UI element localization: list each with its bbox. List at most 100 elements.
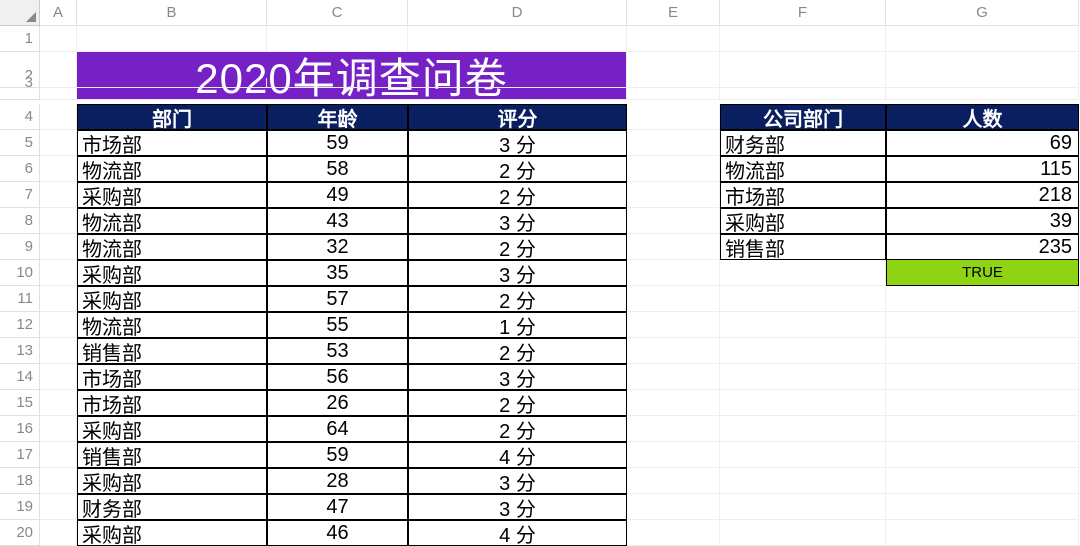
survey-dept-2[interactable]: 采购部 (77, 182, 267, 208)
survey-dept-4[interactable]: 物流部 (77, 234, 267, 260)
summary-count-0[interactable]: 69 (886, 130, 1079, 156)
survey-dept-0[interactable]: 市场部 (77, 130, 267, 156)
select-all-corner[interactable] (0, 0, 40, 26)
cell-E17[interactable] (627, 442, 720, 468)
summary-count-4[interactable]: 235 (886, 234, 1079, 260)
cell-E10[interactable] (627, 260, 720, 286)
cell-A6[interactable] (40, 156, 77, 182)
cell-A20[interactable] (40, 520, 77, 546)
survey-age-12[interactable]: 59 (267, 442, 408, 468)
cell-G1[interactable] (886, 26, 1079, 52)
survey-age-0[interactable]: 59 (267, 130, 408, 156)
col-header-G[interactable]: G (886, 0, 1079, 26)
survey-score-11[interactable]: 2 分 (408, 416, 627, 442)
row-header-13[interactable]: 13 (0, 338, 40, 364)
row-header-20[interactable]: 20 (0, 520, 40, 546)
survey-dept-5[interactable]: 采购部 (77, 260, 267, 286)
row-header-8[interactable]: 8 (0, 208, 40, 234)
cell-A8[interactable] (40, 208, 77, 234)
row-header-6[interactable]: 6 (0, 156, 40, 182)
summary-dept-3[interactable]: 采购部 (720, 208, 886, 234)
row-header-10[interactable]: 10 (0, 260, 40, 286)
cell-C3[interactable] (267, 78, 408, 88)
survey-dept-7[interactable]: 物流部 (77, 312, 267, 338)
cell-E9[interactable] (627, 234, 720, 260)
col-header-E[interactable]: E (627, 0, 720, 26)
cell-F20[interactable] (720, 520, 886, 546)
summary-count-1[interactable]: 115 (886, 156, 1079, 182)
cell-G3[interactable] (886, 78, 1079, 88)
row-header-1[interactable]: 1 (0, 26, 40, 52)
survey-age-6[interactable]: 57 (267, 286, 408, 312)
survey-dept-12[interactable]: 销售部 (77, 442, 267, 468)
row-header-4[interactable]: 4 (0, 104, 40, 130)
cell-E8[interactable] (627, 208, 720, 234)
survey-age-14[interactable]: 47 (267, 494, 408, 520)
row-header-18[interactable]: 18 (0, 468, 40, 494)
survey-age-7[interactable]: 55 (267, 312, 408, 338)
cell-A4[interactable] (40, 104, 77, 130)
survey-age-10[interactable]: 26 (267, 390, 408, 416)
row-header-14[interactable]: 14 (0, 364, 40, 390)
cell-E5[interactable] (627, 130, 720, 156)
col-header-A[interactable]: A (40, 0, 77, 26)
survey-age-15[interactable]: 46 (267, 520, 408, 546)
row-header-12[interactable]: 12 (0, 312, 40, 338)
cell-F19[interactable] (720, 494, 886, 520)
summary-count-3[interactable]: 39 (886, 208, 1079, 234)
cell-G14[interactable] (886, 364, 1079, 390)
survey-score-5[interactable]: 3 分 (408, 260, 627, 286)
survey-age-3[interactable]: 43 (267, 208, 408, 234)
cell-G12[interactable] (886, 312, 1079, 338)
cell-F12[interactable] (720, 312, 886, 338)
cell-G2[interactable] (886, 52, 1079, 100)
cell-E12[interactable] (627, 312, 720, 338)
cell-E4[interactable] (627, 104, 720, 130)
survey-dept-3[interactable]: 物流部 (77, 208, 267, 234)
row-header-11[interactable]: 11 (0, 286, 40, 312)
cell-A1[interactable] (40, 26, 77, 52)
cell-G13[interactable] (886, 338, 1079, 364)
cell-F1[interactable] (720, 26, 886, 52)
summary-dept-1[interactable]: 物流部 (720, 156, 886, 182)
survey-score-1[interactable]: 2 分 (408, 156, 627, 182)
col-header-F[interactable]: F (720, 0, 886, 26)
cell-F10[interactable] (720, 260, 886, 286)
cell-A19[interactable] (40, 494, 77, 520)
row-header-16[interactable]: 16 (0, 416, 40, 442)
survey-age-5[interactable]: 35 (267, 260, 408, 286)
survey-score-2[interactable]: 2 分 (408, 182, 627, 208)
cell-A18[interactable] (40, 468, 77, 494)
summary-count-2[interactable]: 218 (886, 182, 1079, 208)
survey-dept-10[interactable]: 市场部 (77, 390, 267, 416)
col-header-D[interactable]: D (408, 0, 627, 26)
survey-score-3[interactable]: 3 分 (408, 208, 627, 234)
cell-F16[interactable] (720, 416, 886, 442)
survey-age-4[interactable]: 32 (267, 234, 408, 260)
cell-A14[interactable] (40, 364, 77, 390)
survey-dept-9[interactable]: 市场部 (77, 364, 267, 390)
cell-F11[interactable] (720, 286, 886, 312)
survey-dept-14[interactable]: 财务部 (77, 494, 267, 520)
cell-A13[interactable] (40, 338, 77, 364)
cell-F13[interactable] (720, 338, 886, 364)
row-header-17[interactable]: 17 (0, 442, 40, 468)
cell-D1[interactable] (408, 26, 627, 52)
cell-F17[interactable] (720, 442, 886, 468)
cell-A16[interactable] (40, 416, 77, 442)
survey-score-9[interactable]: 3 分 (408, 364, 627, 390)
cell-F18[interactable] (720, 468, 886, 494)
cell-F3[interactable] (720, 78, 886, 88)
cell-D3[interactable] (408, 78, 627, 88)
cell-A15[interactable] (40, 390, 77, 416)
cell-E7[interactable] (627, 182, 720, 208)
cell-B1[interactable] (77, 26, 267, 52)
col-header-C[interactable]: C (267, 0, 408, 26)
cell-E2[interactable] (627, 52, 720, 100)
survey-dept-6[interactable]: 采购部 (77, 286, 267, 312)
cell-G16[interactable] (886, 416, 1079, 442)
summary-dept-4[interactable]: 销售部 (720, 234, 886, 260)
cell-A10[interactable] (40, 260, 77, 286)
survey-score-7[interactable]: 1 分 (408, 312, 627, 338)
row-header-15[interactable]: 15 (0, 390, 40, 416)
